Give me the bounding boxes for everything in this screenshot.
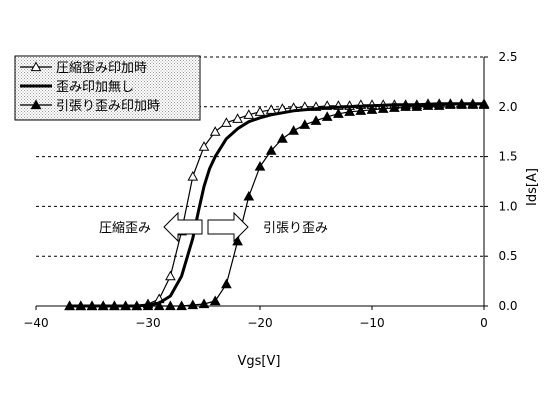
- series-1-point: [209, 126, 221, 136]
- series-1-point: [221, 117, 232, 127]
- series-layer: [64, 98, 490, 311]
- tensile-strain-arrow: [207, 211, 249, 243]
- series-3-point: [254, 161, 266, 171]
- series-3-point: [153, 300, 165, 311]
- x-axis-ticks: −40 −30 −20 −10 0: [23, 306, 488, 330]
- series-3-point: [377, 103, 389, 113]
- series-3-point: [209, 295, 221, 306]
- y-tick-label: 1.0: [498, 199, 517, 213]
- series-3-point: [456, 99, 467, 109]
- series-3-point: [243, 190, 255, 201]
- y-tick-label: 1.5: [498, 150, 517, 164]
- series-3-point: [422, 100, 434, 110]
- series-3-point: [310, 115, 322, 125]
- strain-arrows: 圧縮歪み 引張り歪み: [99, 211, 328, 243]
- series-3-point: [198, 298, 210, 309]
- legend-marker-3: [30, 99, 42, 110]
- series-3: [64, 99, 490, 311]
- series-3-point: [176, 300, 187, 311]
- series-3-point: [142, 300, 154, 311]
- series-3-point: [187, 299, 199, 310]
- series-1-point: [254, 106, 266, 116]
- legend-marker-1: [30, 61, 42, 72]
- series-3-point: [131, 300, 143, 311]
- compressive-strain-arrow: [163, 211, 203, 243]
- x-tick-label: 0: [480, 316, 488, 330]
- x-axis-title: Vgs[V]: [238, 354, 281, 369]
- series-3-point: [445, 99, 456, 109]
- series-3-point: [411, 101, 423, 111]
- series-1-point: [232, 113, 243, 123]
- x-tick-label: −30: [135, 316, 160, 330]
- series-3-point: [321, 111, 333, 121]
- series-1-point: [243, 109, 255, 119]
- y-tick-label: 0.5: [498, 249, 517, 263]
- series-3-point: [97, 300, 109, 311]
- x-tick-label: −20: [247, 316, 272, 330]
- x-tick-label: −40: [23, 316, 48, 330]
- y-tick-label: 2.0: [498, 100, 517, 114]
- legend-label-1: 圧縮歪み印加時: [56, 60, 147, 76]
- series-3-point: [232, 235, 243, 246]
- series-2-line: [69, 102, 484, 308]
- series-1-point: [165, 270, 176, 281]
- series-3-point: [400, 101, 411, 111]
- series-3-point: [265, 145, 277, 155]
- series-3-point: [120, 300, 131, 311]
- series-3-point: [64, 300, 75, 311]
- series-3-point: [389, 102, 400, 112]
- tensile-strain-label: 引張り歪み: [263, 221, 328, 236]
- x-tick-label: −10: [359, 316, 384, 330]
- series-3-point: [288, 125, 299, 135]
- compressive-strain-label: 圧縮歪み: [99, 220, 151, 236]
- series-3-point: [299, 119, 311, 129]
- series-1-point: [198, 141, 210, 151]
- y-axis-title: Ids[A]: [525, 168, 540, 206]
- y-axis-ticks: 0.0 0.5 1.0 1.5 2.0 2.5: [484, 50, 518, 313]
- series-1-point: [187, 170, 199, 181]
- y-tick-label: 2.5: [498, 50, 517, 64]
- series-3-point: [333, 108, 344, 118]
- series-3-point: [86, 300, 98, 311]
- series-3-point: [467, 99, 479, 109]
- series-3-point: [355, 105, 367, 115]
- series-3-point: [109, 300, 120, 311]
- series-3-point: [221, 278, 232, 289]
- legend-label-2: 歪み印加無し: [56, 80, 134, 95]
- series-3-point: [433, 100, 445, 110]
- series-3-point: [75, 300, 87, 311]
- series-3-point: [277, 133, 288, 143]
- series-3-point: [344, 106, 355, 116]
- series-3-point: [165, 300, 176, 311]
- series-2: [69, 102, 484, 308]
- series-3-point: [366, 104, 378, 114]
- series-3-point: [478, 99, 490, 109]
- legend-label-3: 引張り歪み印加時: [56, 99, 160, 114]
- y-tick-label: 0.0: [498, 299, 517, 313]
